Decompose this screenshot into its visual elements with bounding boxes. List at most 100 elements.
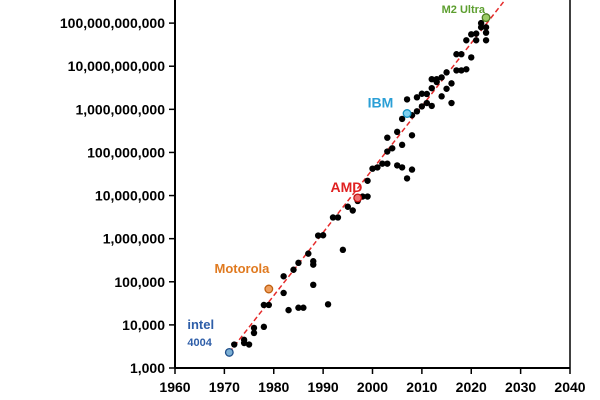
data-point	[477, 19, 485, 27]
data-point	[423, 99, 431, 107]
data-point	[413, 108, 421, 115]
data-point	[423, 90, 431, 98]
data-point	[314, 232, 322, 239]
data-point	[408, 132, 416, 139]
data-point	[260, 323, 268, 331]
y-tick-label: 1,000	[130, 360, 165, 376]
y-tick-label: 1,000,000,000	[75, 101, 165, 117]
data-point	[398, 141, 406, 149]
data-point	[418, 103, 426, 110]
data-point	[364, 177, 371, 184]
data-point	[453, 67, 460, 74]
y-tick-label: 100,000,000,000	[60, 15, 165, 31]
y-tick-label: 10,000,000,000	[68, 58, 166, 74]
data-point	[324, 301, 332, 308]
data-point	[448, 80, 455, 87]
data-point	[310, 258, 317, 265]
data-point	[389, 145, 396, 152]
data-point	[438, 93, 445, 100]
data-point	[482, 29, 490, 36]
data-point	[334, 214, 342, 221]
data-point	[453, 51, 460, 58]
data-point	[482, 37, 490, 44]
highlighted-point	[224, 347, 234, 357]
annotation-line: IBM	[368, 95, 394, 111]
data-point	[482, 24, 490, 31]
data-point	[339, 246, 347, 254]
point-annotation: Motorola	[215, 261, 271, 276]
data-point	[379, 160, 386, 167]
x-tick-label: 2040	[554, 379, 585, 395]
data-point	[285, 306, 292, 314]
data-point	[240, 339, 248, 347]
point-annotation: AppleM2 Ultra	[442, 0, 486, 16]
highlighted-point	[481, 13, 491, 23]
x-tick-label: 1960	[159, 379, 190, 395]
data-point	[364, 193, 371, 200]
data-point	[398, 115, 406, 123]
y-tick-label: 1,000,000	[103, 231, 165, 247]
y-tick-label: 100,000	[114, 274, 165, 290]
data-point	[428, 84, 435, 92]
data-point	[384, 160, 391, 167]
data-point	[300, 304, 307, 311]
data-point	[295, 304, 302, 311]
data-point	[408, 166, 416, 173]
point-annotation: IBM	[368, 95, 394, 111]
data-point	[295, 259, 302, 267]
data-point	[403, 175, 411, 182]
point-annotation: intel 4004	[187, 317, 214, 349]
data-point	[329, 214, 337, 221]
data-point	[428, 102, 435, 110]
data-point	[463, 66, 470, 73]
highlighted-point	[264, 284, 274, 294]
data-point	[250, 324, 258, 332]
annotation-line: AMD	[331, 179, 363, 195]
data-point	[443, 69, 450, 76]
x-tick-label: 1990	[308, 379, 339, 395]
y-tick-label: 100,000,000	[87, 144, 165, 160]
data-point	[265, 301, 273, 309]
data-point	[349, 207, 356, 214]
data-point	[260, 301, 268, 309]
data-point	[438, 74, 445, 81]
data-point	[448, 99, 455, 107]
data-point	[305, 250, 312, 257]
data-point	[384, 148, 391, 155]
data-point	[369, 165, 376, 172]
data-point	[319, 232, 327, 239]
data-point	[231, 341, 238, 348]
trend-line	[228, 0, 506, 353]
x-tick-label: 1970	[209, 379, 240, 395]
highlighted-point	[353, 193, 363, 203]
data-point	[472, 30, 480, 37]
data-point	[374, 164, 381, 171]
highlighted-point	[402, 109, 412, 118]
data-point	[458, 51, 465, 58]
x-tick-label: 2030	[505, 379, 536, 395]
data-point	[413, 94, 421, 101]
y-tick-label: 10,000	[122, 317, 165, 333]
data-point	[433, 78, 440, 86]
data-point	[344, 203, 352, 210]
data-point	[472, 37, 480, 44]
data-point	[393, 162, 401, 169]
point-annotation: AMD	[331, 179, 363, 195]
data-point	[245, 341, 253, 348]
x-tick-label: 2000	[357, 379, 388, 395]
data-point	[384, 134, 391, 141]
data-point	[468, 54, 475, 61]
data-point	[250, 329, 258, 337]
data-point	[403, 96, 411, 103]
data-point	[418, 90, 426, 97]
y-tick-label: 10,000,000	[95, 188, 165, 204]
data-point	[463, 37, 470, 44]
annotation-line: Motorola	[215, 261, 271, 276]
data-point	[398, 164, 406, 171]
data-point	[280, 273, 287, 280]
annotation-line: intel	[187, 317, 214, 332]
data-point	[280, 289, 287, 297]
annotation-line: M2 Ultra	[442, 4, 486, 16]
data-point	[458, 67, 465, 74]
